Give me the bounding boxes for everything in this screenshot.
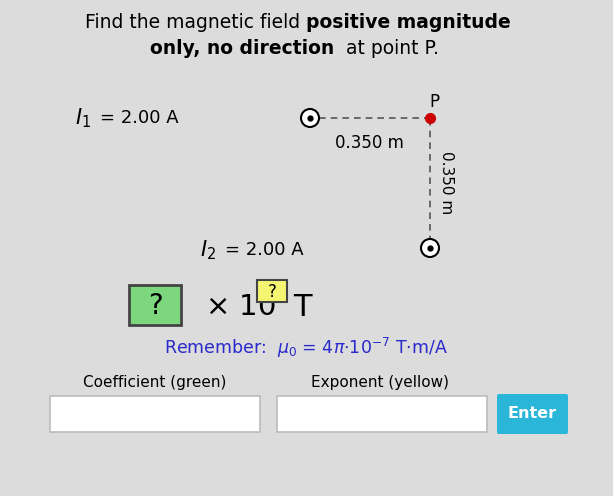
Text: = 2.00 A: = 2.00 A xyxy=(100,109,178,127)
Text: $I_2$: $I_2$ xyxy=(200,238,216,262)
FancyBboxPatch shape xyxy=(129,285,181,325)
Text: $I_1$: $I_1$ xyxy=(75,106,91,130)
Text: 0.350 m: 0.350 m xyxy=(438,151,454,215)
Text: positive magnitude: positive magnitude xyxy=(306,12,511,32)
Text: ?: ? xyxy=(267,283,276,301)
Circle shape xyxy=(421,239,439,257)
Text: = 2.00 A: = 2.00 A xyxy=(225,241,303,259)
Text: T: T xyxy=(293,293,311,321)
Text: Remember:  $\mu_0$ = 4$\pi$$\cdot$10$^{-7}$ T$\cdot$m/A: Remember: $\mu_0$ = 4$\pi$$\cdot$10$^{-7… xyxy=(164,336,448,360)
Circle shape xyxy=(301,109,319,127)
FancyBboxPatch shape xyxy=(257,280,287,302)
Text: at point P.: at point P. xyxy=(340,39,439,58)
Text: Enter: Enter xyxy=(508,407,557,422)
FancyBboxPatch shape xyxy=(277,396,487,432)
Text: only, no direction: only, no direction xyxy=(150,39,334,58)
Text: Exponent (yellow): Exponent (yellow) xyxy=(311,374,449,389)
Text: $\times$ 10: $\times$ 10 xyxy=(205,293,276,321)
Text: 0.350 m: 0.350 m xyxy=(335,134,404,152)
FancyBboxPatch shape xyxy=(497,394,568,434)
Text: P: P xyxy=(429,93,439,111)
Text: Find the magnetic field: Find the magnetic field xyxy=(85,12,306,32)
FancyBboxPatch shape xyxy=(50,396,260,432)
Text: Coefficient (green): Coefficient (green) xyxy=(83,374,227,389)
Text: ?: ? xyxy=(148,292,162,320)
